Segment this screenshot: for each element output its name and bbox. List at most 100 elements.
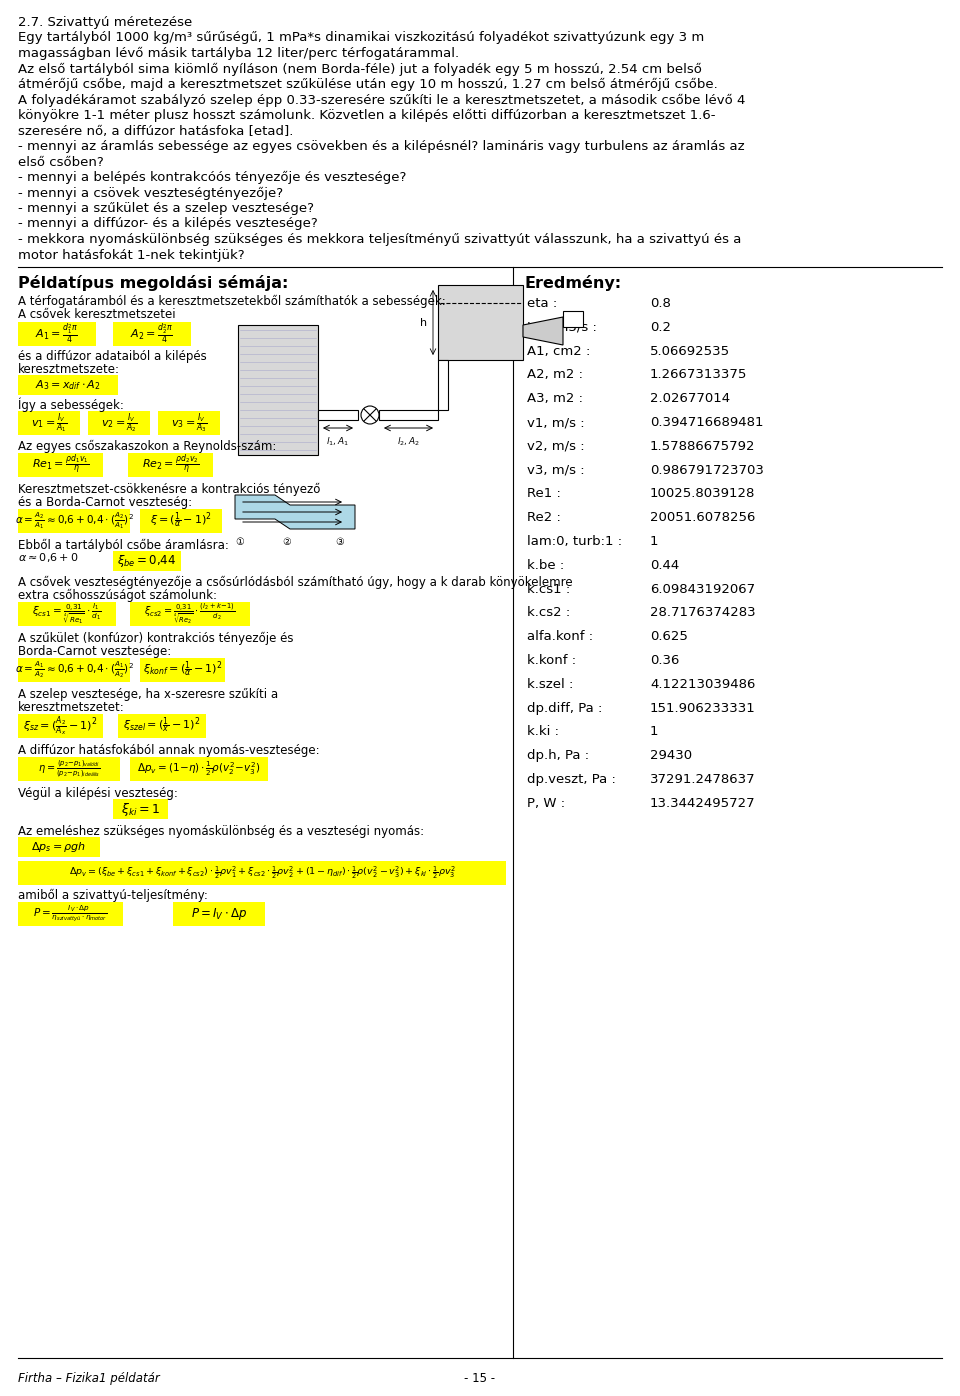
Bar: [118, 713, 206, 738]
Text: ③: ③: [336, 537, 345, 547]
Text: $\Delta p_v=(1\!-\!\eta)\cdot\frac{1}{2}\rho(v_2^2\!-\!v_3^2)$: $\Delta p_v=(1\!-\!\eta)\cdot\frac{1}{2}…: [137, 759, 260, 778]
Text: k.cs2 :: k.cs2 :: [527, 606, 570, 620]
Bar: [113, 322, 191, 346]
Text: $A_3=x_{dif}\cdot A_2$: $A_3=x_{dif}\cdot A_2$: [36, 378, 101, 392]
Text: A folyadékáramot szabályzó szelep épp 0.33-szeresére szűkíti le a keresztmetszet: A folyadékáramot szabályzó szelep épp 0.…: [18, 94, 745, 106]
Text: Iv, dm3/s :: Iv, dm3/s :: [527, 321, 597, 334]
Text: dp.veszt, Pa :: dp.veszt, Pa :: [527, 773, 616, 786]
Text: A térfogatáramból és a keresztmetszetekből számíthatók a sebességek:: A térfogatáramból és a keresztmetszetekb…: [18, 295, 445, 309]
Text: $l_2, A_2$: $l_2, A_2$: [396, 436, 420, 448]
Text: $\xi_{be}=0{,}44$: $\xi_{be}=0{,}44$: [117, 553, 177, 570]
Text: $\xi_{cs1}=\frac{0{,}31}{\sqrt[4]{Re_1}}\cdot\frac{l_1}{d_1}$: $\xi_{cs1}=\frac{0{,}31}{\sqrt[4]{Re_1}}…: [33, 602, 102, 627]
Bar: [18, 861, 506, 885]
Text: v2, m/s :: v2, m/s :: [527, 440, 585, 452]
Text: $\Delta p_s=\rho g h$: $\Delta p_s=\rho g h$: [32, 840, 86, 854]
Bar: [18, 838, 100, 857]
Text: ①: ①: [235, 537, 245, 547]
Text: $l_1, A_1$: $l_1, A_1$: [326, 436, 349, 448]
Text: k.konf :: k.konf :: [527, 653, 576, 667]
Polygon shape: [523, 317, 563, 345]
Bar: [18, 757, 120, 780]
Text: 1: 1: [650, 726, 659, 738]
Bar: [379, 410, 438, 420]
Bar: [18, 713, 103, 738]
Text: eta :: eta :: [527, 297, 557, 310]
Text: keresztmetszete:: keresztmetszete:: [18, 363, 120, 376]
Text: A2, m2 :: A2, m2 :: [527, 369, 583, 381]
Text: 0.8: 0.8: [650, 297, 671, 310]
Text: $\Delta p_v=(\xi_{be}+\xi_{cs1}+\xi_{konf}+\xi_{cs2})\cdot\frac{1}{2}\rho v_1^2+: $\Delta p_v=(\xi_{be}+\xi_{cs1}+\xi_{kon…: [69, 864, 455, 881]
Text: 1.2667313375: 1.2667313375: [650, 369, 748, 381]
Text: k.ki :: k.ki :: [527, 726, 559, 738]
Circle shape: [361, 406, 379, 424]
Text: 2.02677014: 2.02677014: [650, 392, 731, 405]
Text: 0.394716689481: 0.394716689481: [650, 416, 763, 429]
Text: - mennyi a belépés kontrakcóós tényezője és vesztesége?: - mennyi a belépés kontrakcóós tényezője…: [18, 170, 406, 184]
Text: A szűkület (konfúzor) kontrakciós tényezője és: A szűkület (konfúzor) kontrakciós tényez…: [18, 632, 294, 645]
Text: 37291.2478637: 37291.2478637: [650, 773, 756, 786]
Text: P, W :: P, W :: [527, 797, 565, 810]
Text: $Re_2=\frac{\rho d_2 v_2}{\eta}$: $Re_2=\frac{\rho d_2 v_2}{\eta}$: [142, 452, 199, 477]
Bar: [18, 902, 123, 926]
Text: extra csőhosszúságot számolunk:: extra csőhosszúságot számolunk:: [18, 589, 217, 602]
Text: 0.36: 0.36: [650, 653, 680, 667]
Text: $v_1=\frac{I_V}{A_1}$: $v_1=\frac{I_V}{A_1}$: [31, 410, 67, 436]
Text: átmérőjű csőbe, majd a keresztmetszet szűkülése után egy 10 m hosszú, 1.27 cm be: átmérőjű csőbe, majd a keresztmetszet sz…: [18, 78, 718, 91]
Text: $P=\frac{I_V\cdot\Delta p}{\eta_{szivatty\acute{u}}\cdot\eta_{motor}}$: $P=\frac{I_V\cdot\Delta p}{\eta_{szivatt…: [34, 903, 108, 924]
Bar: [18, 410, 80, 436]
Bar: [438, 360, 448, 410]
Text: $\xi_{cs2}=\frac{0{,}31}{\sqrt[4]{Re_2}}\cdot\frac{(l_2+k\!-\!1)}{d_2}$: $\xi_{cs2}=\frac{0{,}31}{\sqrt[4]{Re_2}}…: [144, 602, 235, 627]
Polygon shape: [235, 496, 355, 529]
Text: v3, m/s :: v3, m/s :: [527, 463, 585, 476]
Text: Az egyes csőszakaszokon a Reynolds-szám:: Az egyes csőszakaszokon a Reynolds-szám:: [18, 440, 276, 454]
Text: $\xi_{ki}=1$: $\xi_{ki}=1$: [121, 800, 160, 818]
Text: Eredmény:: Eredmény:: [525, 275, 622, 290]
Text: Egy tartályból 1000 kg/m³ sűrűségű, 1 mPa*s dinamikai viszkozitású folyadékot sz: Egy tartályból 1000 kg/m³ sűrűségű, 1 mP…: [18, 32, 705, 45]
Text: $v_3=\frac{I_V}{A_3}$: $v_3=\frac{I_V}{A_3}$: [171, 410, 207, 436]
Text: 29430: 29430: [650, 750, 692, 762]
Text: 2.7. Szivattyú méretezése: 2.7. Szivattyú méretezése: [18, 15, 192, 29]
Text: 1: 1: [650, 535, 659, 549]
Text: 20051.6078256: 20051.6078256: [650, 511, 756, 525]
Text: - mekkora nyomáskülönbség szükséges és mekkora teljesítményű szivattyút válasszu: - mekkora nyomáskülönbség szükséges és m…: [18, 233, 741, 246]
Text: $\xi_{szel}=(\frac{1}{x}-1)^2$: $\xi_{szel}=(\frac{1}{x}-1)^2$: [123, 716, 201, 736]
Text: 10025.8039128: 10025.8039128: [650, 487, 756, 500]
Bar: [18, 322, 96, 346]
Text: - mennyi a diffúzor- és a kilépés vesztesége?: - mennyi a diffúzor- és a kilépés veszte…: [18, 218, 318, 230]
Text: motor hatásfokát 1-nek tekintjük?: motor hatásfokát 1-nek tekintjük?: [18, 248, 245, 261]
Text: Borda-Carnot vesztesége:: Borda-Carnot vesztesége:: [18, 645, 171, 658]
Text: 28.7176374283: 28.7176374283: [650, 606, 756, 620]
Text: $P=I_V\cdot\Delta p$: $P=I_V\cdot\Delta p$: [191, 906, 247, 921]
Text: $A_1=\frac{d_1^2\pi}{4}$: $A_1=\frac{d_1^2\pi}{4}$: [36, 322, 79, 345]
Bar: [318, 410, 358, 420]
Bar: [563, 311, 583, 327]
Bar: [140, 510, 222, 533]
Bar: [158, 410, 220, 436]
Text: Az emeléshez szükséges nyomáskülönbség és a veszteségi nyomás:: Az emeléshez szükséges nyomáskülönbség é…: [18, 825, 424, 838]
Text: $A_2=\frac{d_2^2\pi}{4}$: $A_2=\frac{d_2^2\pi}{4}$: [131, 322, 174, 345]
Text: Így a sebességek:: Így a sebességek:: [18, 398, 124, 412]
Text: $Re_1=\frac{\rho d_1 v_1}{\eta}$: $Re_1=\frac{\rho d_1 v_1}{\eta}$: [32, 452, 89, 477]
Text: Re1 :: Re1 :: [527, 487, 561, 500]
Text: 5.06692535: 5.06692535: [650, 345, 731, 357]
Text: $\alpha=\frac{A_2}{A_1}\approx 0{,}6+0{,}4\cdot(\frac{A_2}{A_1})^2$: $\alpha=\frac{A_2}{A_1}\approx 0{,}6+0{,…: [14, 511, 133, 532]
Text: könyökre 1-1 méter plusz hosszt számolunk. Közvetlen a kilépés előtti diffúzorba: könyökre 1-1 méter plusz hosszt számolun…: [18, 109, 715, 123]
Text: $\xi=(\frac{1}{\alpha}-1)^2$: $\xi=(\frac{1}{\alpha}-1)^2$: [150, 511, 212, 530]
Text: 4.12213039486: 4.12213039486: [650, 678, 756, 691]
Text: lam:0, turb:1 :: lam:0, turb:1 :: [527, 535, 622, 549]
Bar: [130, 602, 250, 625]
Text: - mennyi a csövek veszteségtényezője?: - mennyi a csövek veszteségtényezője?: [18, 187, 283, 200]
Text: A csővek veszteségtényezője a csősúrlódásból számítható úgy, hogy a k darab köny: A csővek veszteségtényezője a csősúrlódá…: [18, 577, 572, 589]
Text: első csőben?: első csőben?: [18, 155, 104, 169]
Text: k.szel :: k.szel :: [527, 678, 573, 691]
Text: $\alpha\approx 0{,}6+0$: $\alpha\approx 0{,}6+0$: [18, 551, 79, 564]
Text: 1.57886675792: 1.57886675792: [650, 440, 756, 452]
Bar: [18, 376, 118, 395]
Bar: [238, 325, 318, 455]
Text: $\xi_{konf}=(\frac{1}{\alpha}-1)^2$: $\xi_{konf}=(\frac{1}{\alpha}-1)^2$: [143, 660, 222, 680]
Text: alfa.konf :: alfa.konf :: [527, 630, 593, 644]
Text: k.cs1 :: k.cs1 :: [527, 582, 570, 596]
Text: - mennyi a szűkület és a szelep vesztesége?: - mennyi a szűkület és a szelep vesztesé…: [18, 202, 314, 215]
Text: szeresére nő, a diffúzor hatásfoka [etad].: szeresére nő, a diffúzor hatásfoka [etad…: [18, 124, 294, 137]
Bar: [128, 452, 213, 477]
